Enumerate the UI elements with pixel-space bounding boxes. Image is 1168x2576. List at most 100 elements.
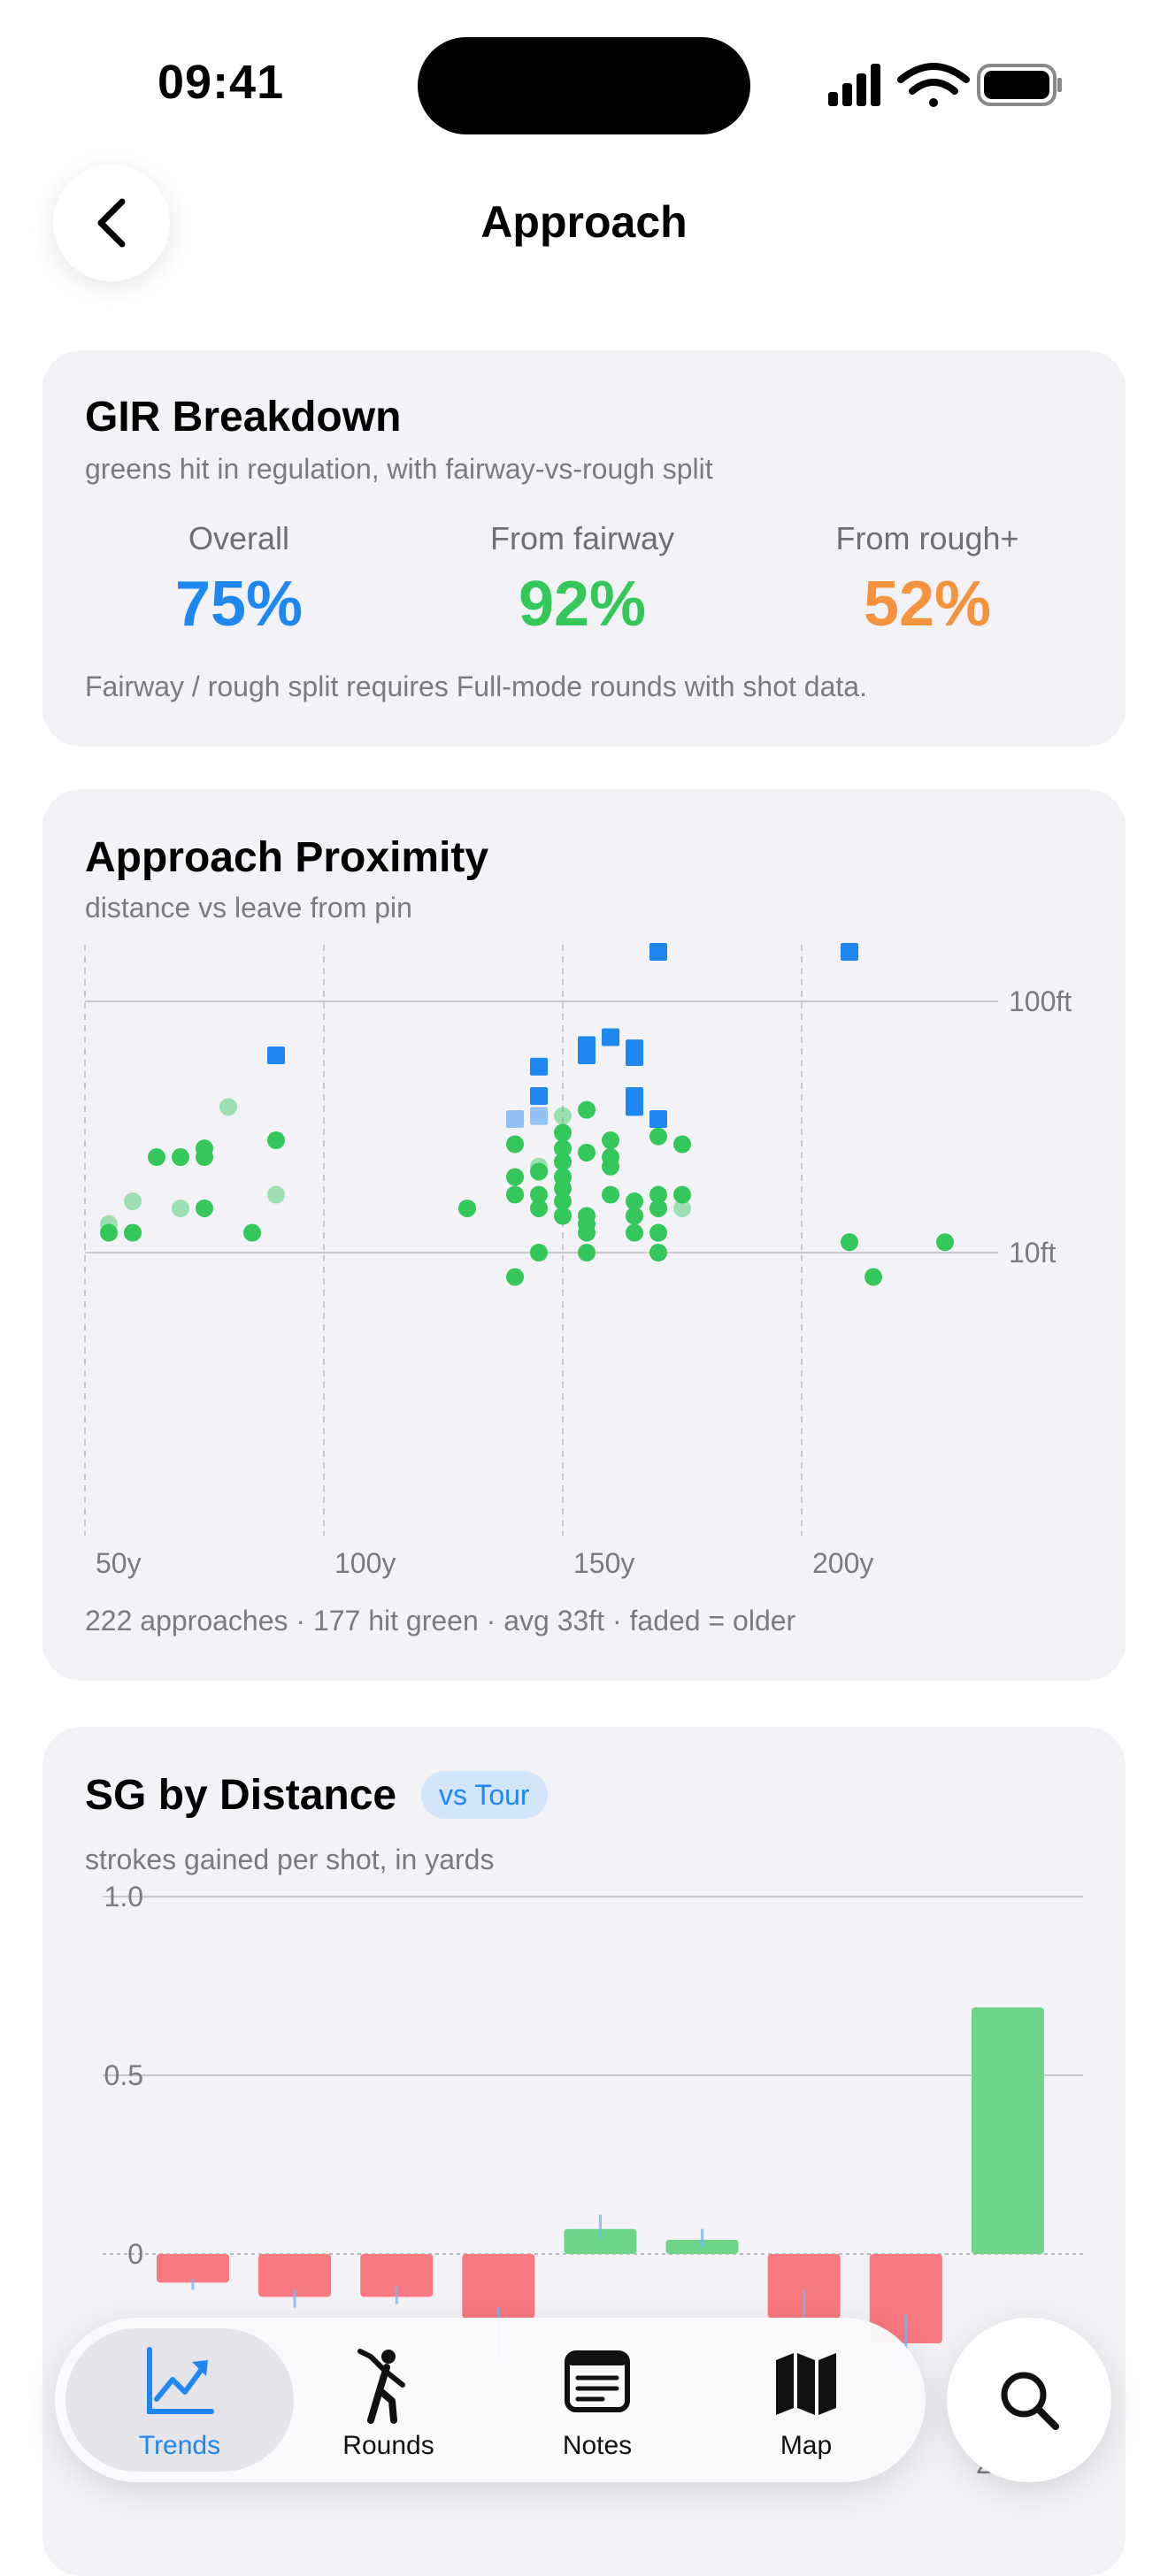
scatter-point-hit	[673, 1199, 691, 1217]
scatter-point-hit	[458, 1199, 476, 1217]
scatter-point-miss	[530, 1057, 548, 1076]
scatter-point-hit	[506, 1135, 524, 1154]
page-title: Approach	[480, 197, 688, 247]
scatter-point-hit	[530, 1162, 548, 1181]
gir-footnote: Fairway / rough split requires Full-mode…	[85, 671, 867, 702]
scatter-point-hit	[936, 1233, 954, 1252]
cellular-signal-icon	[828, 64, 880, 106]
scatter-point-miss	[649, 943, 667, 961]
scatter-point-hit	[673, 1135, 691, 1154]
scatter-point-hit	[554, 1139, 572, 1158]
scatter-point-miss	[649, 943, 667, 961]
scatter-point-hit	[649, 1185, 667, 1204]
scatter-point-hit	[649, 1223, 667, 1242]
scatter-point-hit	[578, 1143, 596, 1162]
sg-bar	[665, 2239, 739, 2254]
scatter-point-hit	[219, 1098, 237, 1116]
vs-tour-badge[interactable]: vs Tour	[421, 1771, 548, 1819]
notes-icon	[565, 2350, 630, 2412]
scatter-point-hit	[673, 1185, 691, 1204]
scatter-point-hit	[864, 1268, 882, 1286]
tab-map-label: Map	[780, 2431, 833, 2460]
scatter-point-hit	[554, 1123, 572, 1142]
stat-fairway-value: 92%	[518, 569, 647, 640]
sg-bar	[157, 2254, 229, 2283]
gir-subtitle: greens hit in regulation, with fairway-v…	[85, 453, 713, 485]
scatter-point-hit	[578, 1223, 596, 1242]
tab-trends-label: Trends	[138, 2431, 221, 2460]
tab-rounds[interactable]: Rounds	[274, 2328, 503, 2472]
sg-bar	[462, 2254, 535, 2319]
sg-bar	[360, 2254, 434, 2297]
magnifier-icon	[1001, 2372, 1059, 2430]
dynamic-island	[418, 37, 750, 134]
proximity-scatter-chart: 100ft 10ft 50y 100y 150y 200y	[84, 943, 1072, 1579]
scatter-point-hit	[554, 1207, 572, 1225]
stat-fairway-label: From fairway	[489, 520, 675, 556]
tab-trends[interactable]: Trends	[65, 2328, 294, 2472]
back-button[interactable]	[53, 165, 170, 281]
scatter-point-miss	[626, 1048, 643, 1067]
scatter-point-hit	[196, 1199, 213, 1217]
tab-rounds-label: Rounds	[342, 2431, 434, 2460]
scatter-point-hit	[530, 1199, 548, 1217]
y-tick-label: 0.5	[104, 2059, 143, 2091]
scatter-point-hit	[649, 1127, 667, 1146]
sg-bar	[564, 2228, 637, 2254]
tab-bar: Trends Rounds Notes	[55, 2318, 926, 2482]
sg-bar	[767, 2254, 841, 2319]
scatter-point-hit	[626, 1223, 643, 1242]
chart-line-icon	[147, 2347, 214, 2414]
scatter-point-miss	[530, 1086, 548, 1105]
scatter-point-hit	[626, 1207, 643, 1225]
x-tick-label: 150y	[573, 1547, 634, 1579]
sg-bar	[258, 2254, 332, 2297]
scatter-point-hit	[602, 1157, 619, 1176]
tab-map[interactable]: Map	[692, 2328, 920, 2472]
golfer-icon	[357, 2349, 405, 2424]
proximity-title: Approach Proximity	[85, 834, 489, 881]
tab-notes-label: Notes	[562, 2431, 633, 2460]
battery-icon	[977, 64, 1062, 106]
gir-breakdown-card: GIR Breakdown greens hit in regulation, …	[42, 350, 1126, 747]
y-tick-label: 0	[127, 2238, 143, 2270]
scatter-point-hit	[196, 1148, 213, 1167]
status-icons	[828, 63, 1062, 107]
gir-title: GIR Breakdown	[85, 394, 402, 441]
scatter-point-miss	[626, 1098, 643, 1116]
scatter-point-hit	[554, 1192, 572, 1211]
scatter-point-hit	[841, 1233, 858, 1252]
approach-proximity-card: Approach Proximity distance vs leave fro…	[42, 789, 1126, 1681]
scatter-point-hit	[530, 1244, 548, 1261]
scatter-point-hit	[554, 1153, 572, 1171]
stat-overall-value: 75%	[174, 569, 304, 640]
scatter-point-hit	[506, 1168, 524, 1186]
y-tick-label: 1.0	[104, 1881, 143, 1913]
scatter-point-hit	[124, 1223, 142, 1242]
scatter-point-hit	[172, 1148, 189, 1167]
scatter-point-hit	[530, 1157, 548, 1176]
scatter-point-miss	[578, 1046, 596, 1064]
sg-bar	[869, 2254, 942, 2343]
scatter-point-hit	[267, 1185, 285, 1204]
sg-title: SG by Distance	[85, 1772, 397, 1819]
tab-notes[interactable]: Notes	[483, 2328, 711, 2472]
scatter-point-miss	[602, 1028, 619, 1046]
scatter-point-hit	[506, 1185, 524, 1204]
scatter-point-hit	[578, 1100, 596, 1119]
proximity-subtitle: distance vs leave from pin	[85, 892, 412, 924]
scatter-point-hit	[602, 1185, 619, 1204]
scatter-point-hit	[602, 1131, 619, 1150]
scatter-point-miss	[649, 1110, 667, 1129]
x-tick-label: 50y	[96, 1547, 142, 1579]
scatter-point-hit	[172, 1199, 189, 1217]
stat-rough-value: 52%	[863, 569, 992, 640]
stat-rough-label: From rough+	[835, 520, 1019, 556]
x-tick-label: 100y	[334, 1547, 396, 1579]
scatter-point-hit	[243, 1223, 261, 1242]
scatter-point-hit	[578, 1244, 596, 1261]
scatter-point-hit	[649, 1244, 667, 1261]
search-button[interactable]	[947, 2318, 1111, 2482]
scatter-point-hit	[506, 1268, 524, 1286]
scatter-point-miss	[841, 943, 858, 961]
